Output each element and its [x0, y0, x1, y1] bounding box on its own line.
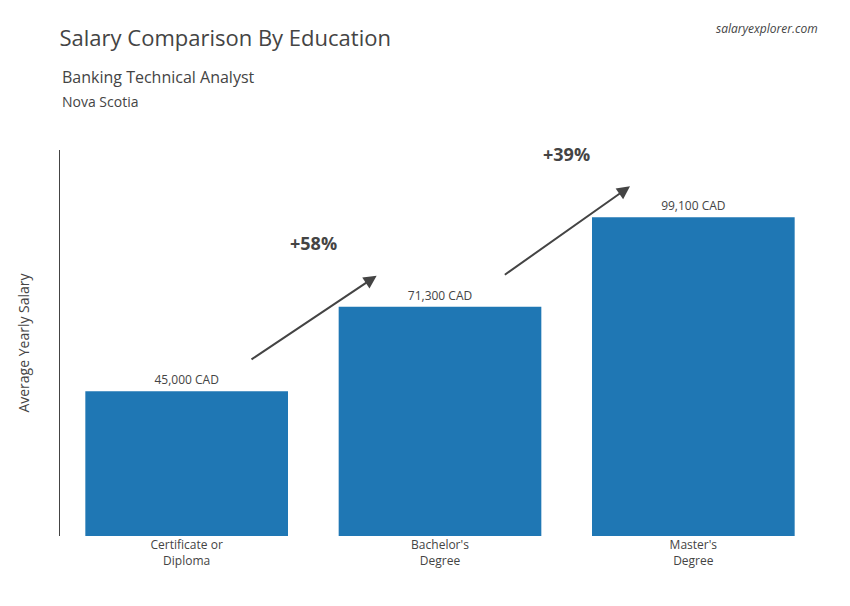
- svg-text:Salary Comparison By Education: Salary Comparison By Education: [60, 22, 391, 52]
- svg-text:71,300 CAD: 71,300 CAD: [408, 287, 472, 304]
- svg-text:Master'sDegree: Master'sDegree: [670, 536, 718, 569]
- svg-text:Certificate orDiploma: Certificate orDiploma: [151, 536, 223, 569]
- svg-text:Bachelor'sDegree: Bachelor'sDegree: [411, 536, 469, 569]
- svg-text:Nova Scotia: Nova Scotia: [62, 92, 138, 111]
- svg-text:+39%: +39%: [543, 142, 590, 166]
- svg-text:Banking Technical Analyst: Banking Technical Analyst: [62, 66, 255, 88]
- svg-text:Average Yearly Salary: Average Yearly Salary: [14, 272, 33, 412]
- svg-text:99,100 CAD: 99,100 CAD: [661, 197, 725, 214]
- svg-text:salaryexplorer.com: salaryexplorer.com: [716, 20, 818, 37]
- svg-text:+58%: +58%: [290, 231, 337, 255]
- svg-text:45,000 CAD: 45,000 CAD: [154, 371, 218, 388]
